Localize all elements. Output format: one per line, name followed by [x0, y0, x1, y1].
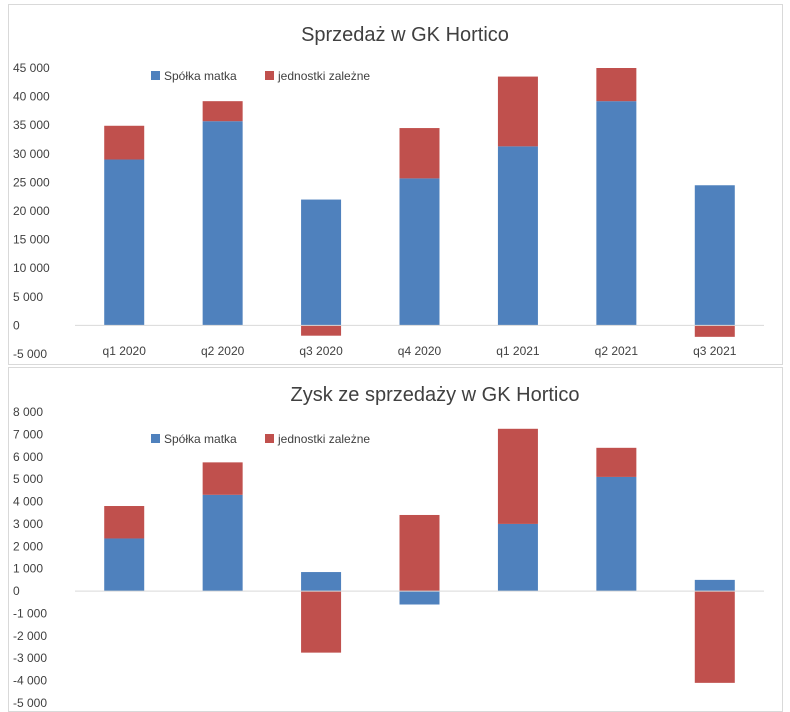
y-tick-label: 8 000 — [13, 405, 43, 419]
plot-area: -5 000 0 5 000 10 000 15 000 20 000 25 000 30 0… — [13, 61, 764, 361]
legend-swatch-parent — [151, 71, 160, 80]
bar-parent — [694, 185, 735, 326]
y-tick-label: 35 000 — [13, 118, 50, 132]
bar-parent — [301, 199, 342, 326]
bar-parent — [694, 579, 735, 592]
bar-subsidiaries — [694, 325, 735, 337]
y-tick-label: 7 000 — [13, 427, 43, 441]
y-tick-label: 40 000 — [13, 90, 50, 104]
bar-parent — [202, 494, 243, 592]
chart-title: Zysk ze sprzedaży w GK Hortico — [291, 384, 580, 406]
bar-parent — [596, 101, 637, 326]
profit-chart: Zysk ze sprzedaży w GK Hortico Spółka ma… — [13, 384, 764, 710]
bar-subsidiaries — [202, 462, 243, 495]
y-tick-label: 6 000 — [13, 450, 43, 464]
legend: Spółka matka jednostki zależne — [151, 432, 370, 446]
y-tick-label: 15 000 — [13, 233, 50, 247]
bar-parent — [202, 121, 243, 326]
y-tick-label: 30 000 — [13, 147, 50, 161]
chart-title: Sprzedaż w GK Hortico — [301, 24, 509, 46]
x-tick-label: q3 2021 — [693, 344, 737, 358]
y-tick-label: 3 000 — [13, 517, 43, 531]
bar-subsidiaries — [104, 125, 145, 160]
y-tick-label: -3 000 — [13, 651, 47, 665]
y-tick-label: 1 000 — [13, 562, 43, 576]
y-tick-label: -5 000 — [13, 696, 47, 710]
bar-subsidiaries — [694, 591, 735, 683]
y-tick-label: -2 000 — [13, 629, 47, 643]
y-tick-label: -4 000 — [13, 674, 47, 688]
legend-label-parent: Spółka matka — [164, 432, 237, 446]
x-tick-label: q2 2021 — [595, 344, 639, 358]
y-tick-label: 10 000 — [13, 261, 50, 275]
x-tick-label: q1 2021 — [496, 344, 540, 358]
sales-chart-panel: Sprzedaż w GK Hortico Spółka matka jedno… — [8, 4, 783, 365]
plot-area: -5 000 -4 000 -3 000 -2 000 -1 000 0 1 000 2 00… — [13, 405, 764, 710]
legend-swatch-parent — [151, 434, 160, 443]
bar-parent — [301, 572, 342, 592]
bar-subsidiaries — [497, 76, 538, 147]
bar-subsidiaries — [596, 68, 637, 102]
bar-parent — [596, 476, 637, 592]
y-tick-label: 20 000 — [13, 204, 50, 218]
bar-subsidiaries — [399, 128, 440, 179]
legend-label-subsidiaries: jednostki zależne — [277, 432, 370, 446]
bar-subsidiaries — [399, 514, 440, 592]
legend-swatch-subsidiaries — [265, 434, 274, 443]
bar-parent — [399, 591, 440, 605]
legend-swatch-subsidiaries — [265, 71, 274, 80]
bar-parent — [497, 523, 538, 592]
x-tick-label: q4 2020 — [398, 344, 442, 358]
x-tick-label: q3 2020 — [299, 344, 343, 358]
bar-subsidiaries — [497, 428, 538, 524]
y-tick-label: 0 — [13, 584, 20, 598]
y-tick-label: 4 000 — [13, 495, 43, 509]
bar-parent — [104, 538, 145, 592]
bar-subsidiaries — [596, 447, 637, 477]
y-tick-label: 25 000 — [13, 175, 50, 189]
x-tick-label: q1 2020 — [103, 344, 147, 358]
y-tick-label: -1 000 — [13, 606, 47, 620]
bar-subsidiaries — [301, 325, 342, 336]
bar-subsidiaries — [202, 101, 243, 122]
x-tick-label: q2 2020 — [201, 344, 245, 358]
bar-subsidiaries — [301, 591, 342, 653]
y-tick-label: 5 000 — [13, 472, 43, 486]
profit-chart-panel: Zysk ze sprzedaży w GK Hortico Spółka ma… — [8, 367, 783, 712]
bar-subsidiaries — [104, 506, 145, 539]
y-tick-label: 5 000 — [13, 290, 43, 304]
y-tick-label: 0 — [13, 318, 20, 332]
y-tick-label: 2 000 — [13, 539, 43, 553]
bar-parent — [104, 159, 145, 326]
legend-label-parent: Spółka matka — [164, 69, 237, 83]
bar-parent — [399, 178, 440, 326]
bar-parent — [497, 146, 538, 326]
legend: Spółka matka jednostki zależne — [151, 69, 370, 83]
sales-chart: Sprzedaż w GK Hortico Spółka matka jedno… — [13, 24, 764, 361]
y-tick-label: -5 000 — [13, 347, 47, 361]
y-tick-label: 45 000 — [13, 61, 50, 75]
legend-label-subsidiaries: jednostki zależne — [277, 69, 370, 83]
